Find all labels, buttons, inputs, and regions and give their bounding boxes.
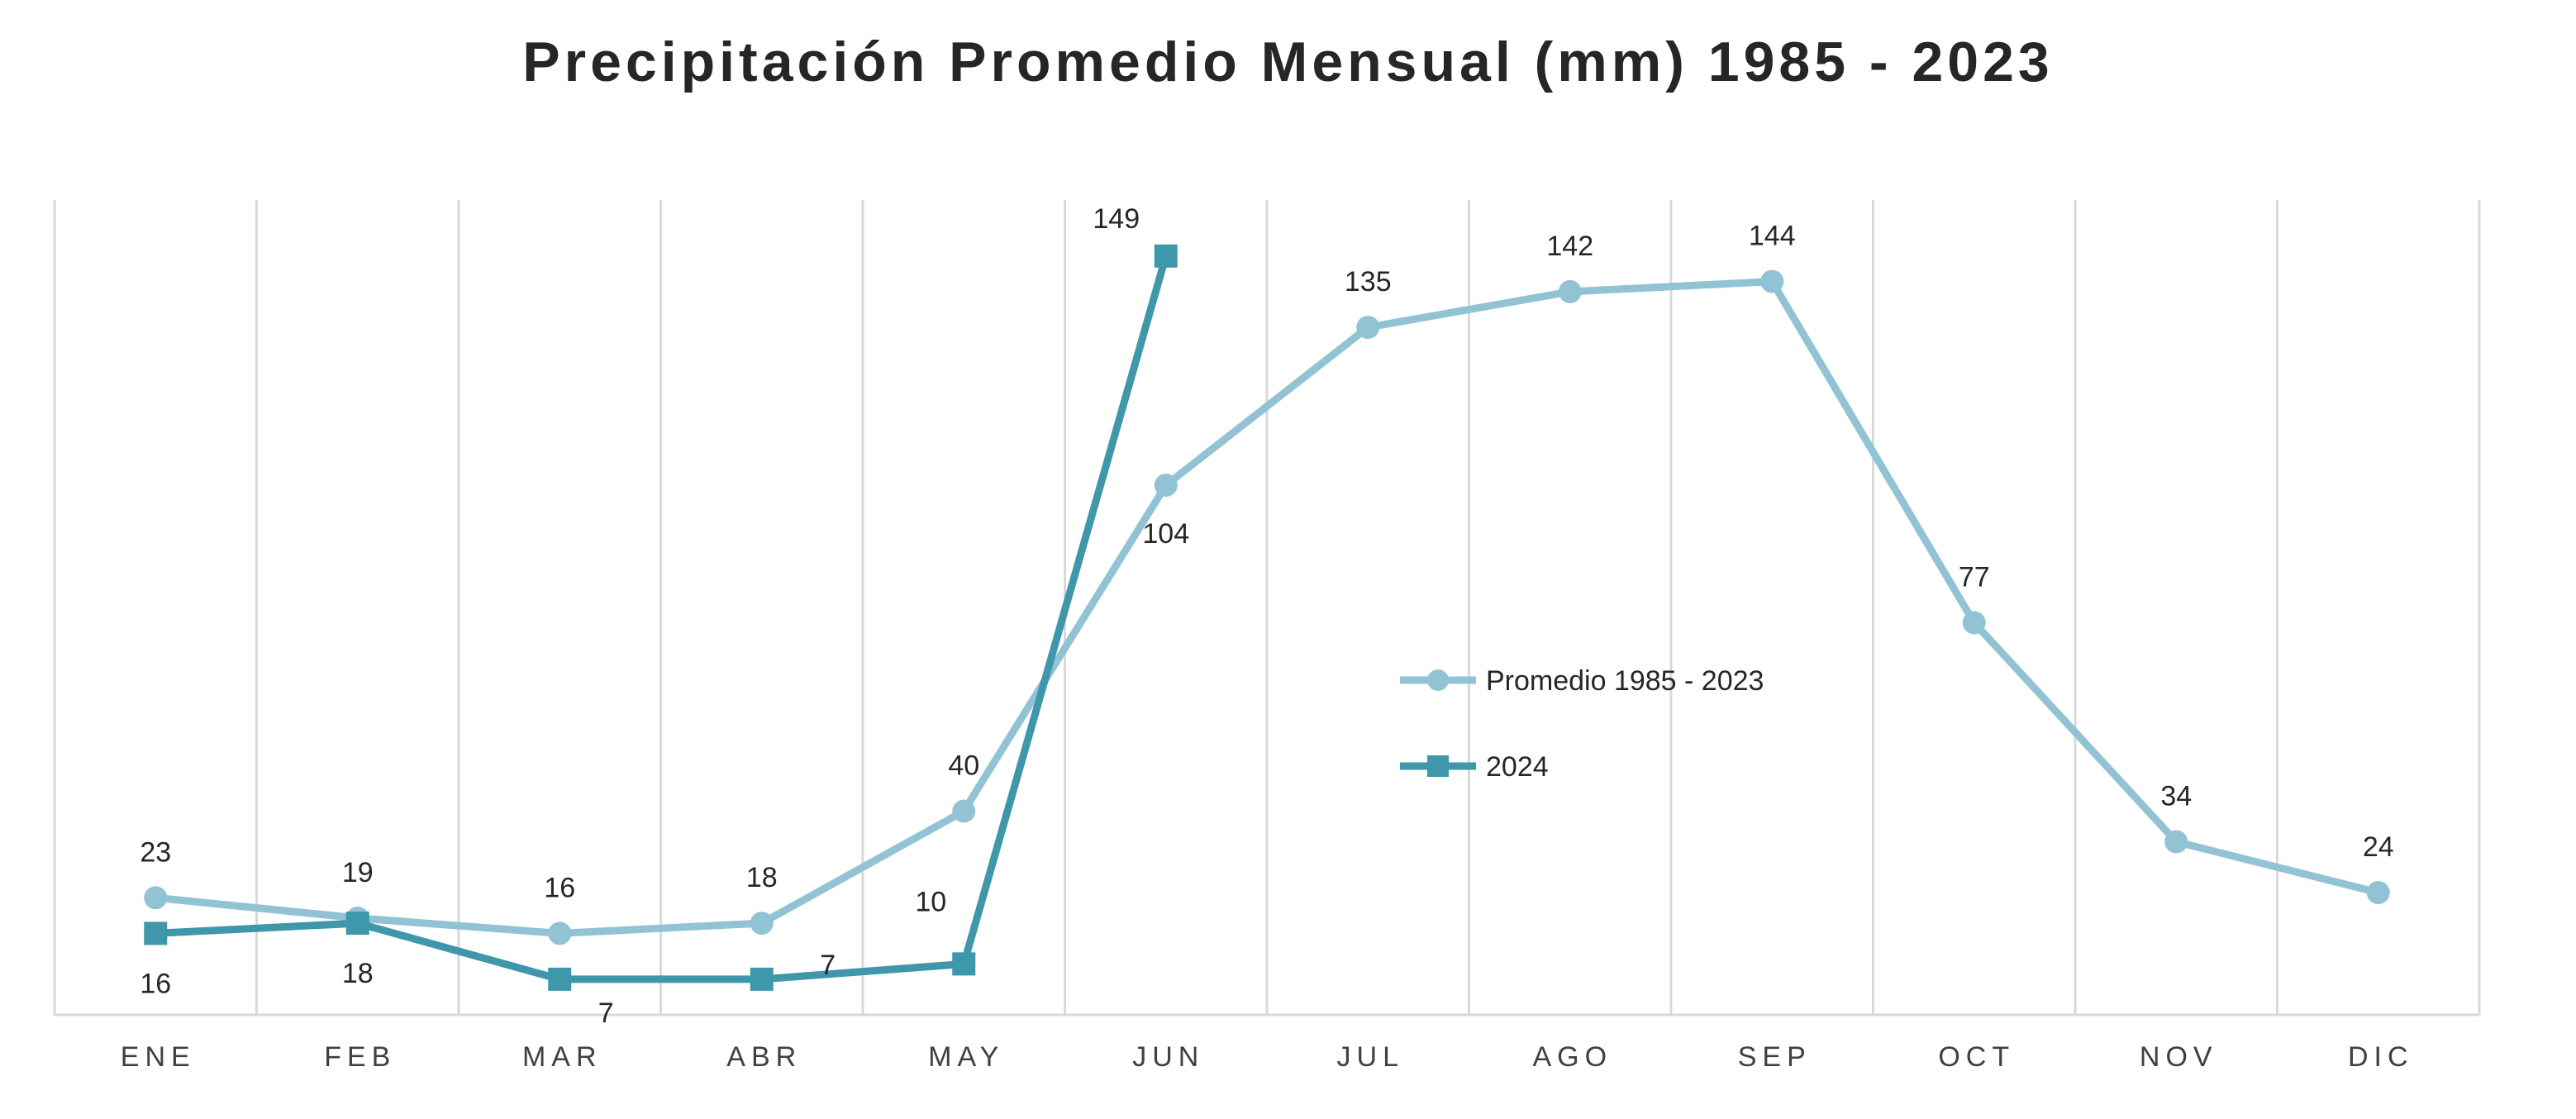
data-point-marker — [750, 912, 774, 936]
x-tick-label: AGO — [1532, 1041, 1612, 1073]
data-point-marker — [548, 967, 572, 991]
data-label: 7 — [598, 998, 614, 1029]
series-lines — [144, 244, 2390, 991]
data-label: 18 — [342, 958, 374, 989]
x-tick-label: DIC — [2348, 1041, 2414, 1073]
data-point-marker — [1558, 279, 1582, 303]
grid-lines — [53, 200, 2481, 1017]
data-label: 77 — [1959, 561, 1990, 593]
data-label: 104 — [1142, 518, 1189, 550]
legend-item: Promedio 1985 - 2023 — [1400, 665, 1764, 697]
data-point-marker — [1154, 474, 1178, 498]
legend: Promedio 1985 - 2023 2024 — [1400, 665, 1764, 783]
series-1 — [144, 269, 2390, 945]
chart-title: Precipitación Promedio Mensual (mm) 1985… — [522, 31, 2054, 93]
data-label: 149 — [1093, 203, 1140, 235]
data-label: 40 — [948, 750, 979, 782]
data-point-marker — [144, 921, 168, 945]
x-tick-label: MAY — [928, 1041, 1004, 1073]
data-label: 24 — [2363, 831, 2394, 863]
series-line — [151, 278, 2383, 937]
legend-marker — [1427, 755, 1449, 777]
data-label: 23 — [140, 836, 171, 868]
data-label: 16 — [544, 872, 575, 903]
series-2 — [144, 244, 1178, 991]
data-label: 34 — [2160, 780, 2192, 812]
data-point-marker — [2164, 830, 2188, 854]
x-axis-ticks: ENE FEB MAR ABR MAY JUN JUL AGO SEP OCT NOV DIC — [121, 1041, 2414, 1073]
series-line — [151, 252, 1170, 983]
legend-item: 2024 — [1400, 751, 1549, 783]
legend-marker — [1427, 669, 1449, 691]
data-point-marker — [548, 921, 572, 945]
data-label: 10 — [915, 886, 946, 917]
x-tick-label: OCT — [1938, 1041, 2015, 1073]
data-label: 18 — [746, 862, 778, 893]
data-point-marker — [1154, 244, 1178, 268]
legend-label: Promedio 1985 - 2023 — [1486, 665, 1764, 697]
data-point-marker — [1760, 269, 1784, 293]
x-tick-label: NOV — [2140, 1041, 2218, 1073]
x-tick-label: SEP — [1738, 1041, 1812, 1073]
data-point-marker — [1962, 611, 1986, 635]
data-point-marker — [2366, 881, 2390, 905]
x-tick-label: FEB — [324, 1041, 396, 1073]
data-point-marker — [144, 886, 168, 910]
x-tick-label: JUL — [1337, 1041, 1404, 1073]
data-label: 135 — [1345, 266, 1392, 298]
data-label: 19 — [342, 857, 374, 888]
data-point-marker — [952, 952, 976, 976]
x-tick-label: ENE — [121, 1041, 196, 1073]
data-point-marker — [345, 912, 369, 936]
data-point-marker — [1356, 316, 1380, 340]
x-tick-label: JUN — [1132, 1041, 1204, 1073]
data-point-marker — [750, 967, 774, 991]
data-label: 142 — [1546, 231, 1593, 262]
x-tick-label: MAR — [522, 1041, 602, 1073]
legend-label: 2024 — [1486, 751, 1549, 783]
data-label: 7 — [820, 950, 836, 981]
data-label: 144 — [1749, 221, 1796, 252]
x-tick-label: ABR — [726, 1041, 802, 1073]
data-label: 16 — [140, 968, 171, 999]
data-point-marker — [952, 799, 976, 823]
